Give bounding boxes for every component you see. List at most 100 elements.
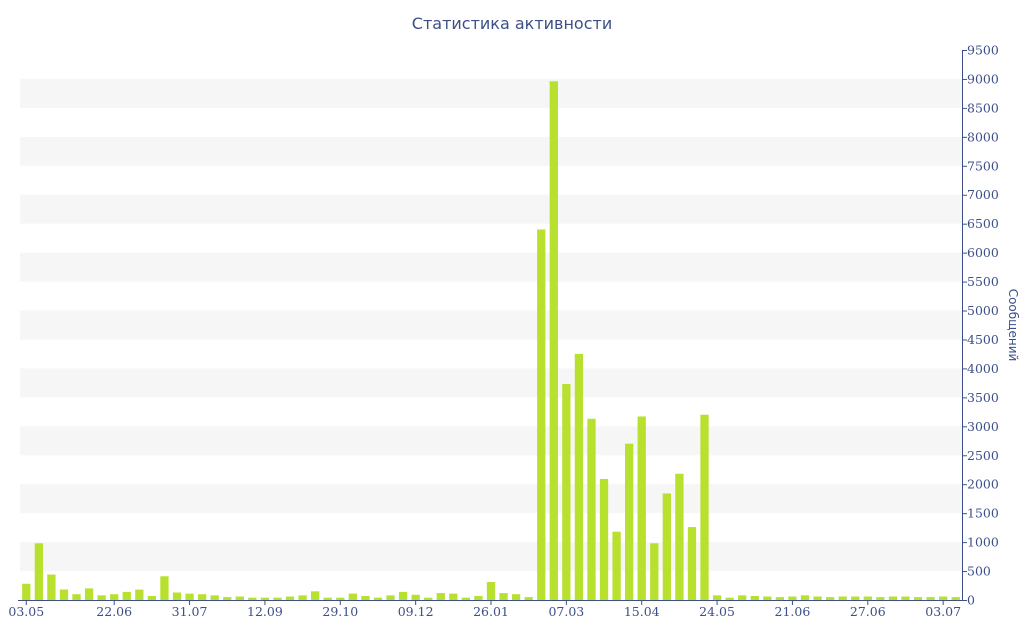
bar bbox=[210, 595, 219, 600]
bar bbox=[913, 597, 923, 600]
grid-band bbox=[20, 78, 962, 108]
bar bbox=[22, 583, 31, 600]
grid-band bbox=[20, 136, 962, 166]
bar bbox=[311, 591, 320, 600]
y-tick-label: 0 bbox=[967, 593, 975, 608]
bar bbox=[185, 593, 194, 600]
bar bbox=[273, 597, 282, 600]
x-tick-label: 15.04 bbox=[624, 604, 660, 619]
y-tick-label: 2500 bbox=[967, 448, 999, 463]
bar bbox=[863, 596, 872, 600]
x-tick-label: 09.12 bbox=[398, 604, 434, 619]
bar bbox=[625, 443, 634, 600]
bar bbox=[436, 593, 445, 600]
y-tick-label: 7500 bbox=[967, 158, 999, 173]
y-tick-label: 4000 bbox=[967, 361, 999, 376]
bar bbox=[461, 597, 471, 600]
bar bbox=[386, 595, 395, 600]
bar bbox=[763, 596, 772, 600]
bar bbox=[951, 597, 960, 600]
grid-band bbox=[20, 310, 962, 340]
bar bbox=[348, 593, 357, 600]
bar bbox=[97, 595, 106, 600]
bar bbox=[411, 594, 420, 600]
x-tick-label: 21.06 bbox=[775, 604, 811, 619]
y-tick-label: 3500 bbox=[967, 390, 999, 405]
bar bbox=[34, 543, 43, 600]
y-tick-label: 2000 bbox=[967, 477, 999, 492]
bar bbox=[800, 595, 810, 600]
y-tick-label: 1500 bbox=[967, 506, 999, 521]
x-tick-label: 12.09 bbox=[247, 604, 283, 619]
x-tick-label: 27.06 bbox=[850, 604, 886, 619]
y-tick-label: 5000 bbox=[967, 303, 999, 318]
bar bbox=[47, 574, 56, 600]
bar bbox=[248, 597, 257, 600]
y-tick-label: 8500 bbox=[967, 100, 999, 115]
bar bbox=[449, 593, 458, 600]
bar bbox=[373, 597, 383, 600]
bar bbox=[524, 597, 533, 600]
bar bbox=[147, 595, 157, 600]
y-tick-label: 6500 bbox=[967, 216, 999, 231]
bar bbox=[72, 594, 81, 600]
bar bbox=[562, 384, 571, 600]
bar bbox=[700, 414, 709, 600]
bar bbox=[223, 597, 232, 600]
y-tick-label: 5500 bbox=[967, 274, 999, 289]
y-tick-label: 4500 bbox=[967, 332, 999, 347]
bar bbox=[486, 582, 496, 600]
bar bbox=[637, 416, 646, 600]
bar bbox=[825, 597, 835, 600]
bar bbox=[474, 595, 483, 600]
bar bbox=[398, 591, 408, 600]
bar bbox=[926, 597, 935, 600]
bar bbox=[537, 229, 546, 600]
x-tick-label: 03.05 bbox=[8, 604, 44, 619]
x-tick-label: 07.03 bbox=[548, 604, 584, 619]
bar bbox=[59, 589, 69, 600]
bar bbox=[285, 596, 295, 600]
x-tick-label: 22.06 bbox=[96, 604, 132, 619]
bar bbox=[587, 418, 596, 600]
bar bbox=[260, 597, 270, 600]
bar bbox=[110, 594, 119, 600]
bar bbox=[84, 588, 94, 600]
bar bbox=[687, 527, 697, 600]
grid-band bbox=[20, 368, 962, 398]
bar bbox=[775, 597, 785, 600]
bar bbox=[298, 595, 307, 600]
bar bbox=[361, 595, 370, 600]
y-tick-label: 9500 bbox=[967, 43, 999, 58]
bar bbox=[738, 595, 747, 600]
bar bbox=[197, 594, 207, 600]
bar bbox=[813, 596, 822, 600]
grid-band bbox=[20, 252, 962, 282]
bar bbox=[511, 594, 521, 600]
chart-title: Статистика активности bbox=[411, 14, 613, 33]
bar bbox=[712, 595, 722, 600]
bar bbox=[336, 597, 345, 600]
x-tick-label: 26.01 bbox=[473, 604, 509, 619]
y-axis-title: Сообщений bbox=[1006, 289, 1020, 362]
grid-band bbox=[20, 542, 962, 572]
bars bbox=[22, 81, 960, 600]
x-tick-label: 03.07 bbox=[925, 604, 961, 619]
y-tick-label: 7000 bbox=[967, 187, 999, 202]
bar bbox=[650, 543, 659, 600]
bar bbox=[323, 597, 332, 600]
grid-band bbox=[20, 484, 962, 514]
x-axis: 03.05 22.06 31.07 12.09 29.10 09.12 26.01 07.03… bbox=[8, 600, 962, 619]
y-tick-label: 1000 bbox=[967, 535, 999, 550]
y-tick-label: 500 bbox=[967, 564, 991, 579]
bar bbox=[662, 493, 671, 600]
y-tick-label: 9000 bbox=[967, 71, 999, 86]
bar bbox=[838, 596, 847, 600]
bar bbox=[876, 597, 885, 600]
bar bbox=[725, 597, 734, 600]
x-tick-label: 31.07 bbox=[172, 604, 208, 619]
bar bbox=[549, 81, 558, 600]
bar bbox=[788, 596, 797, 600]
grid-band bbox=[20, 426, 962, 456]
